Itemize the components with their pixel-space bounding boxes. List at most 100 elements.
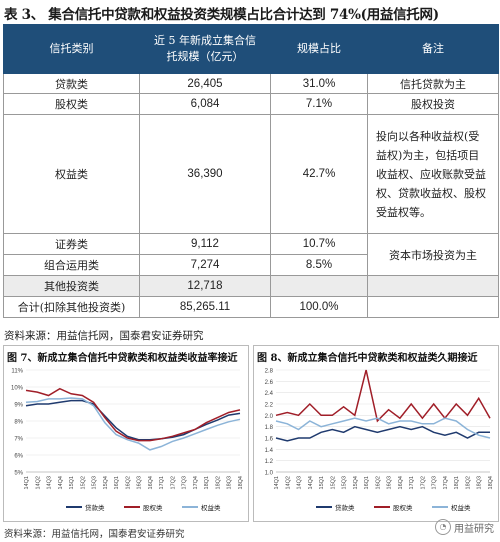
x-tick-label: 16Q3 xyxy=(387,476,393,489)
header-notes: 备注 xyxy=(367,24,499,74)
x-tick-label: 16Q1 xyxy=(364,476,370,489)
row-share: 42.7% xyxy=(270,114,368,234)
chart-yield: 图 7、新成立集合信托中贷款类和权益类收益率接近 11% 10% 9% 8% 7% 6% 5… xyxy=(3,345,249,522)
row-category: 权益类 xyxy=(3,114,140,234)
series-line xyxy=(275,425,490,442)
legend-label: 贷款类 xyxy=(335,503,355,512)
row-scale: 26,405 xyxy=(139,73,271,94)
x-tick-label: 16Q4 xyxy=(148,476,154,489)
table-row-total: 合计(扣除其他投资类) 85,265.11 100.0% xyxy=(3,296,499,318)
table-title: 表 3、 集合信托中贷款和权益投资类规模占比合计达到 74%(用益信托网) xyxy=(4,7,439,23)
x-tick-label: 14Q3 xyxy=(297,476,303,489)
table-header-row: 信托类别 近 5 年新成立集合信托规模（亿元） 规模占比 备注 xyxy=(3,24,499,74)
x-tick-label: 18Q4 xyxy=(238,476,244,489)
x-tick-label: 16Q1 xyxy=(114,476,120,489)
header-share: 规模占比 xyxy=(270,24,368,74)
table-row: 股权类 6,084 7.1% 股权投资 xyxy=(3,93,499,115)
y-tick-label: 9% xyxy=(14,403,23,409)
series-line xyxy=(275,369,491,423)
row-scale: 36,390 xyxy=(139,114,271,234)
chart-title: 图 8、新成立集合信托中贷款类和权益类久期接近 xyxy=(257,353,478,364)
x-tick-label: 17Q2 xyxy=(420,476,426,489)
row-share: 100.0% xyxy=(270,296,368,318)
row-share xyxy=(270,275,368,297)
y-tick-label: 1.2 xyxy=(265,459,274,465)
row-share: 31.0% xyxy=(270,73,368,94)
chart-duration: 图 8、新成立集合信托中贷款类和权益类久期接近 2.8 2.6 2.4 2.2 2.0 1… xyxy=(253,345,499,522)
row-note: 资本市场投资为主 xyxy=(367,233,499,276)
x-tick-label: 14Q2 xyxy=(285,476,291,489)
row-share: 8.5% xyxy=(270,254,368,276)
y-tick-label: 2.8 xyxy=(265,369,274,375)
table-row: 证券类 9,112 10.7% 资本市场投资为主 xyxy=(3,233,499,276)
legend-label: 权益类 xyxy=(451,503,471,512)
series-line xyxy=(25,399,241,441)
x-tick-label: 15Q1 xyxy=(69,476,75,489)
x-tick-label: 18Q3 xyxy=(227,476,233,489)
chart-title: 图 7、新成立集合信托中贷款类和权益类收益率接近 xyxy=(7,353,238,364)
row-category: 合计(扣除其他投资类) xyxy=(3,296,140,318)
row-share: 10.7% xyxy=(270,233,368,255)
series-line xyxy=(25,387,241,442)
x-tick-label: 16Q2 xyxy=(125,476,131,489)
row-scale: 9,112 xyxy=(139,233,271,255)
row-category: 贷款类 xyxy=(3,73,140,94)
x-tick-label: 15Q3 xyxy=(342,476,348,489)
y-tick-label: 2.6 xyxy=(265,380,274,386)
header-category: 信托类别 xyxy=(3,24,140,74)
y-tick-label: 2.4 xyxy=(265,391,274,397)
table-row: 权益类 36,390 42.7% 投向以各种收益权(受益权)为主，包括项目收益权… xyxy=(3,114,499,234)
source-note-bottom: 资料来源：用益信托网，国泰君安证券研究 xyxy=(4,529,185,540)
row-category: 证券类 xyxy=(3,233,140,255)
x-tick-label: 18Q3 xyxy=(477,476,483,489)
x-tick-label: 15Q2 xyxy=(330,476,336,489)
legend-label: 贷款类 xyxy=(85,503,105,512)
x-tick-label: 17Q4 xyxy=(193,476,199,489)
y-tick-label: 7% xyxy=(14,437,23,443)
y-tick-label: 5% xyxy=(14,471,23,477)
x-tick-label: 14Q4 xyxy=(308,476,314,489)
x-tick-label: 15Q3 xyxy=(92,476,98,489)
y-tick-label: 1.4 xyxy=(265,448,274,454)
header-scale: 近 5 年新成立集合信托规模（亿元） xyxy=(139,24,271,74)
row-scale: 7,274 xyxy=(139,254,271,276)
y-tick-label: 10% xyxy=(11,386,24,392)
x-tick-label: 14Q4 xyxy=(58,476,64,489)
x-tick-label: 18Q1 xyxy=(204,476,210,489)
source-note: 资料来源：用益信托网，国泰君安证券研究 xyxy=(4,330,204,342)
row-note xyxy=(367,296,499,318)
x-tick-label: 15Q2 xyxy=(80,476,86,489)
row-category: 其他投资类 xyxy=(3,275,140,297)
x-tick-label: 14Q3 xyxy=(47,476,53,489)
wechat-icon: ◔ xyxy=(435,519,451,535)
charts-area: 图 7、新成立集合信托中贷款类和权益类收益率接近 11% 10% 9% 8% 7% 6% 5… xyxy=(3,345,499,522)
y-tick-label: 8% xyxy=(14,420,23,426)
table-row: 其他投资类 12,718 xyxy=(3,275,499,297)
series-line xyxy=(25,397,241,451)
row-scale: 85,265.11 xyxy=(139,296,271,318)
row-note xyxy=(367,275,499,297)
trust-scale-table: 信托类别 近 5 年新成立集合信托规模（亿元） 规模占比 备注 贷款类 26,4… xyxy=(3,24,499,318)
legend-label: 股权类 xyxy=(143,503,163,512)
y-tick-label: 1.6 xyxy=(265,437,274,443)
chart-yield-svg: 11% 10% 9% 8% 7% 6% 5%14Q1 14Q2 14Q3 14Q4 15Q1 15Q2… xyxy=(11,369,244,513)
header-scale-text: 近 5 年新成立集合信托规模（亿元） xyxy=(154,34,256,63)
x-tick-label: 17Q1 xyxy=(409,476,415,489)
row-share: 7.1% xyxy=(270,93,368,115)
watermark: ◔ 用益研究 xyxy=(435,519,494,535)
y-tick-label: 1.0 xyxy=(265,471,274,477)
x-tick-label: 17Q3 xyxy=(182,476,188,489)
x-tick-label: 17Q4 xyxy=(443,476,449,489)
x-tick-label: 18Q4 xyxy=(488,476,494,489)
x-tick-label: 16Q4 xyxy=(398,476,404,489)
y-tick-label: 1.8 xyxy=(265,425,274,431)
x-tick-label: 17Q1 xyxy=(159,476,165,489)
x-tick-label: 16Q3 xyxy=(137,476,143,489)
y-tick-label: 6% xyxy=(14,454,23,460)
x-tick-label: 16Q2 xyxy=(375,476,381,489)
watermark-text: 用益研究 xyxy=(454,523,494,535)
legend-label: 股权类 xyxy=(393,503,413,512)
row-category: 组合运用类 xyxy=(3,254,140,276)
row-note: 投向以各种收益权(受益权)为主，包括项目收益权、应收账款受益权、贷款收益权、股权… xyxy=(367,114,499,234)
